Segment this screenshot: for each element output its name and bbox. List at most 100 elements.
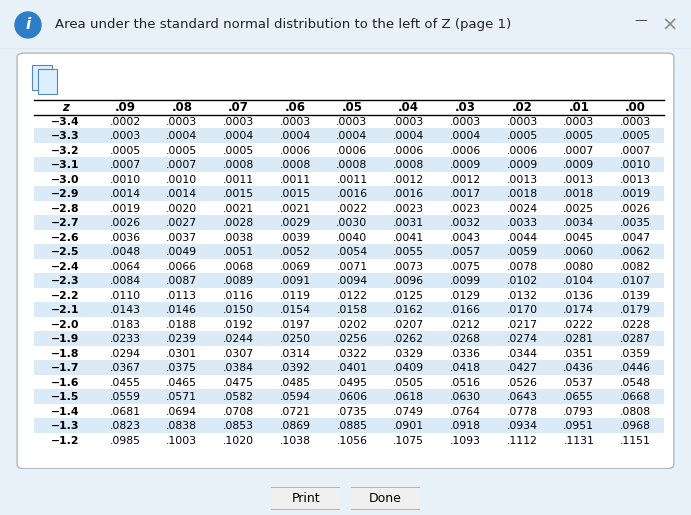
Text: .0044: .0044: [507, 233, 538, 243]
Text: .0031: .0031: [393, 218, 424, 228]
Text: .0021: .0021: [223, 204, 254, 214]
Text: .0174: .0174: [563, 305, 594, 315]
Text: .0004: .0004: [450, 131, 481, 141]
Text: .0010: .0010: [620, 160, 651, 170]
Text: .0014: .0014: [167, 190, 198, 199]
Text: .0885: .0885: [337, 421, 368, 432]
Text: .0003: .0003: [280, 117, 311, 127]
Text: .0002: .0002: [109, 117, 141, 127]
Text: .0202: .0202: [337, 320, 368, 330]
Text: .0139: .0139: [620, 291, 651, 301]
Bar: [34, 389, 664, 404]
Text: .0136: .0136: [563, 291, 594, 301]
Text: .0004: .0004: [223, 131, 254, 141]
Text: .0013: .0013: [563, 175, 594, 185]
Text: .0125: .0125: [393, 291, 424, 301]
Text: .0006: .0006: [280, 146, 311, 156]
Text: .0749: .0749: [393, 407, 424, 417]
Text: .0901: .0901: [393, 421, 424, 432]
Text: .05: .05: [341, 101, 363, 114]
Text: .0485: .0485: [280, 378, 311, 388]
Bar: [34, 186, 664, 201]
Bar: [34, 157, 664, 172]
Text: −1.4: −1.4: [51, 407, 79, 417]
Text: .0008: .0008: [223, 160, 254, 170]
Text: .0116: .0116: [223, 291, 254, 301]
FancyBboxPatch shape: [269, 487, 341, 510]
Text: .0019: .0019: [110, 204, 141, 214]
Text: .0024: .0024: [507, 204, 538, 214]
Text: .0087: .0087: [167, 277, 198, 286]
Text: .07: .07: [228, 101, 249, 114]
Text: .0618: .0618: [393, 392, 424, 402]
Text: −2.3: −2.3: [51, 277, 79, 286]
Text: .0032: .0032: [450, 218, 481, 228]
Text: .0008: .0008: [337, 160, 368, 170]
Text: .0029: .0029: [280, 218, 311, 228]
Text: .0040: .0040: [337, 233, 368, 243]
Text: .0007: .0007: [109, 160, 141, 170]
Text: .0594: .0594: [280, 392, 311, 402]
Text: .0059: .0059: [507, 247, 538, 258]
Text: .0041: .0041: [393, 233, 424, 243]
Text: .0018: .0018: [563, 190, 594, 199]
Text: .0020: .0020: [167, 204, 198, 214]
Text: .0985: .0985: [110, 436, 140, 446]
Text: .0066: .0066: [167, 262, 198, 272]
Text: .0708: .0708: [223, 407, 254, 417]
Text: .0019: .0019: [620, 190, 651, 199]
Text: .0505: .0505: [393, 378, 424, 388]
Text: .0166: .0166: [450, 305, 481, 315]
Text: .0934: .0934: [507, 421, 538, 432]
Text: .0004: .0004: [337, 131, 368, 141]
Text: .0026: .0026: [620, 204, 651, 214]
Text: .0038: .0038: [223, 233, 254, 243]
Text: .0119: .0119: [280, 291, 311, 301]
Text: .0655: .0655: [563, 392, 594, 402]
Bar: [34, 245, 664, 259]
Text: .00: .00: [625, 101, 646, 114]
Text: .0322: .0322: [337, 349, 368, 359]
FancyBboxPatch shape: [32, 65, 52, 90]
Text: .0465: .0465: [167, 378, 198, 388]
Text: .0009: .0009: [563, 160, 594, 170]
Text: .03: .03: [455, 101, 476, 114]
Text: .0559: .0559: [110, 392, 140, 402]
Text: .0154: .0154: [280, 305, 311, 315]
Text: .0013: .0013: [620, 175, 651, 185]
Text: .0233: .0233: [110, 334, 140, 345]
Text: .0004: .0004: [167, 131, 198, 141]
Text: .0003: .0003: [620, 117, 651, 127]
Text: .1056: .1056: [337, 436, 368, 446]
Text: .0375: .0375: [167, 364, 198, 373]
Text: .0150: .0150: [223, 305, 254, 315]
Text: .0158: .0158: [337, 305, 368, 315]
Text: .0418: .0418: [450, 364, 481, 373]
Text: .0207: .0207: [393, 320, 424, 330]
Text: .0023: .0023: [450, 204, 481, 214]
Bar: [34, 419, 664, 433]
Text: .0023: .0023: [393, 204, 424, 214]
Text: .0006: .0006: [393, 146, 424, 156]
Text: .0062: .0062: [620, 247, 651, 258]
Text: .0091: .0091: [280, 277, 311, 286]
Text: .0314: .0314: [280, 349, 311, 359]
Text: .0033: .0033: [507, 218, 538, 228]
Text: .0036: .0036: [110, 233, 141, 243]
Text: .0089: .0089: [223, 277, 254, 286]
Text: .0162: .0162: [393, 305, 424, 315]
Text: .0064: .0064: [110, 262, 141, 272]
Text: .0427: .0427: [507, 364, 538, 373]
Text: .0009: .0009: [450, 160, 481, 170]
Text: .0045: .0045: [563, 233, 594, 243]
Text: .0129: .0129: [450, 291, 481, 301]
Text: .0035: .0035: [620, 218, 651, 228]
Text: .0548: .0548: [620, 378, 651, 388]
Text: .0017: .0017: [450, 190, 481, 199]
Text: .0010: .0010: [167, 175, 198, 185]
Text: .0268: .0268: [450, 334, 481, 345]
Text: .0007: .0007: [563, 146, 594, 156]
Text: .08: .08: [171, 101, 192, 114]
Text: .0192: .0192: [223, 320, 254, 330]
Text: .0287: .0287: [620, 334, 651, 345]
